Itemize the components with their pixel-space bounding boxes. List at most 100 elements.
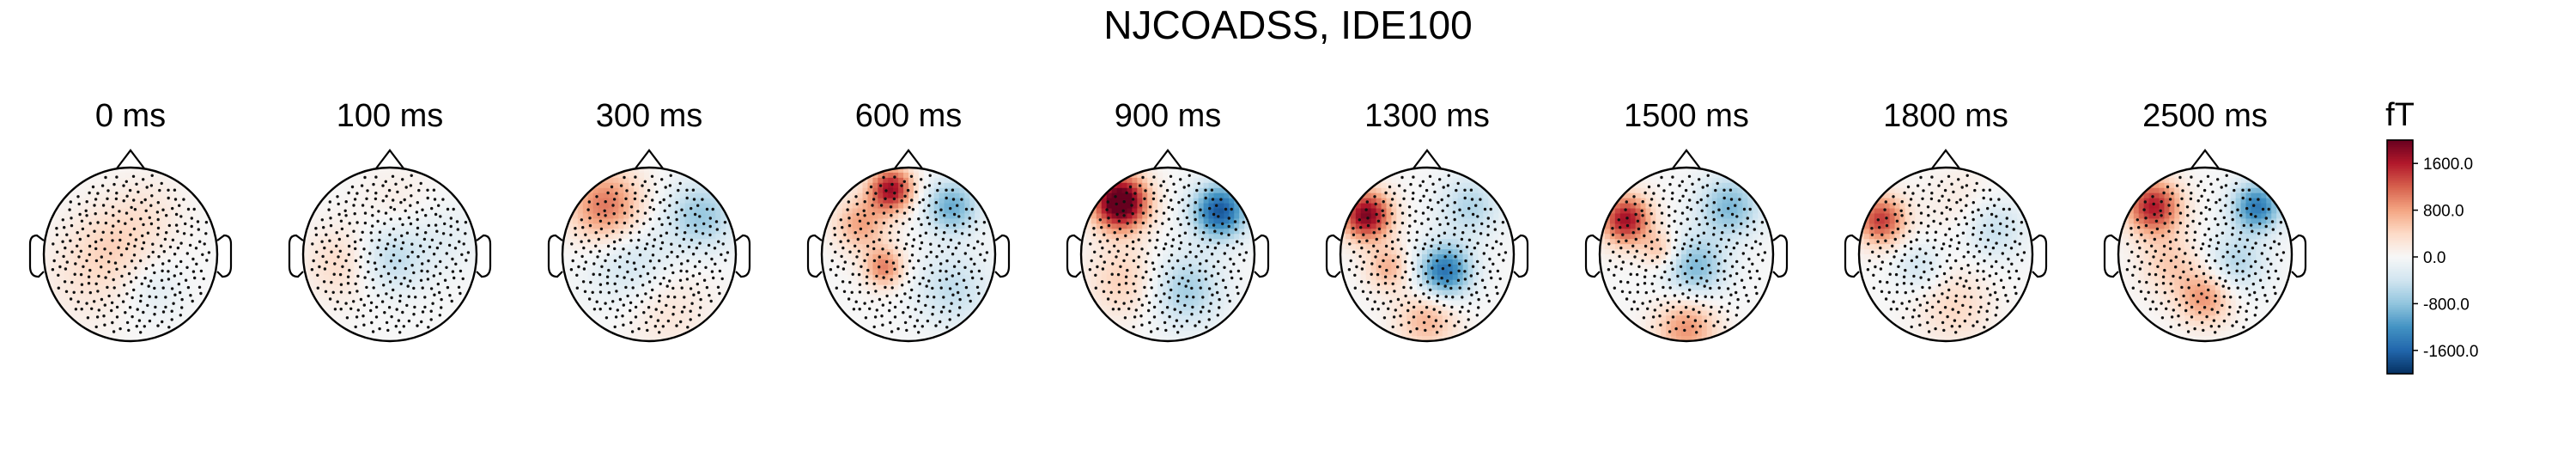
topomap-cell: [53, 284, 60, 291]
topomap-cell: [131, 264, 137, 271]
topomap-cell: [64, 274, 70, 281]
sensor-dot: [158, 188, 161, 192]
sensor-dot: [106, 285, 109, 290]
topomap-cell: [380, 203, 386, 210]
topomap-cell: [980, 279, 986, 286]
topomap-cell: [700, 213, 706, 220]
topomap-cell: [969, 305, 975, 311]
topomap-cell: [125, 172, 131, 179]
topomap-cell: [908, 239, 914, 245]
topomap-cell: [613, 305, 619, 311]
topomap-cell: [684, 249, 691, 255]
topomap-cell: [644, 279, 650, 286]
topomap-cell: [364, 239, 370, 245]
sensor-dot: [604, 302, 607, 305]
topomap-cell: [390, 254, 396, 260]
sensor-dot: [615, 221, 618, 224]
topomap-cell: [923, 290, 930, 296]
topomap-cell: [186, 305, 192, 311]
topomap-cell: [349, 229, 355, 235]
sensor-dot: [124, 311, 127, 314]
topomap-cell: [669, 264, 676, 271]
topomap-cell: [207, 274, 213, 281]
topomap-cell: [364, 177, 370, 184]
topomap-cell: [79, 244, 86, 250]
topomap-cell: [385, 203, 391, 210]
topomap-cell: [613, 274, 619, 281]
topomap-cell: [369, 229, 375, 235]
topomap-cell: [466, 274, 472, 281]
sensor-dot: [97, 274, 100, 278]
topomap-cell: [695, 192, 702, 199]
topomap-cell: [390, 321, 396, 327]
topomap-cell: [135, 244, 142, 250]
topomap-cell: [191, 239, 197, 245]
topomap-cell: [653, 264, 660, 271]
topomap-cell: [684, 295, 691, 302]
topomap-cell: [385, 218, 391, 224]
sensor-dot: [125, 180, 128, 183]
topomap-cell: [166, 274, 173, 281]
topomap-cell: [394, 218, 401, 224]
topomap-cell: [338, 239, 345, 245]
topomap-cell: [404, 187, 411, 194]
sensor-dot: [318, 265, 321, 269]
topomap-cell: [939, 187, 945, 194]
sensor-dot: [162, 250, 166, 253]
sensor-dot: [182, 198, 185, 201]
topomap-cell: [933, 239, 940, 245]
topomap-cell: [131, 182, 137, 189]
topomap-cell: [380, 249, 386, 255]
topomap-cell: [197, 244, 203, 250]
sensor-dot: [414, 296, 417, 299]
sensor-dot: [878, 255, 881, 259]
topomap-cell: [394, 168, 401, 174]
topomap-cell: [343, 249, 350, 255]
topomap-cell: [369, 172, 375, 179]
topomap-cell: [949, 208, 956, 215]
topomap-cell: [425, 295, 432, 302]
topomap-cell: [949, 223, 956, 229]
topomap-cell: [939, 321, 945, 327]
topomap-cell: [852, 218, 859, 224]
topomap-cell: [140, 284, 147, 291]
topomap-cell: [980, 284, 986, 291]
sensor-dot: [718, 269, 722, 273]
topomap-cell: [125, 229, 131, 235]
sensor-dot: [389, 217, 392, 221]
topomap-cell: [349, 208, 355, 215]
sensor-dot: [721, 242, 725, 246]
topomap-cell: [430, 321, 437, 327]
sensor-dot: [465, 259, 468, 262]
topomap-cell: [399, 269, 406, 276]
topomap-cell: [359, 326, 365, 332]
topomap-cell: [430, 208, 437, 215]
sensor-dot: [596, 255, 599, 259]
topomap-cell: [176, 192, 183, 199]
topomap-cell: [639, 234, 645, 240]
topomap-cell: [74, 234, 81, 240]
sensor-dot: [339, 308, 343, 311]
topomap-cell: [888, 305, 894, 311]
topomap-cell: [74, 203, 81, 210]
topomap-cell: [100, 208, 106, 215]
topomap-cell: [629, 305, 635, 311]
topomap-cell: [836, 295, 843, 302]
topomap-cell: [690, 239, 696, 245]
topomap-cell: [79, 208, 86, 215]
topomap-cell: [166, 254, 173, 260]
sensor-dot: [63, 226, 66, 229]
sensor-dot: [179, 215, 183, 218]
topomap-cell: [161, 254, 167, 260]
topomap-cell: [720, 249, 726, 255]
sensor-dot: [392, 208, 397, 211]
sensor-dot: [895, 246, 898, 249]
sensor-dot: [94, 212, 97, 216]
topomap-cell: [399, 168, 406, 174]
sensor-dot: [710, 270, 714, 273]
topomap-cell: [980, 264, 986, 271]
sensor-dot: [355, 315, 359, 319]
topomap-cell: [862, 284, 869, 291]
topomap-cell: [197, 218, 203, 224]
sensor-dot: [199, 269, 204, 273]
